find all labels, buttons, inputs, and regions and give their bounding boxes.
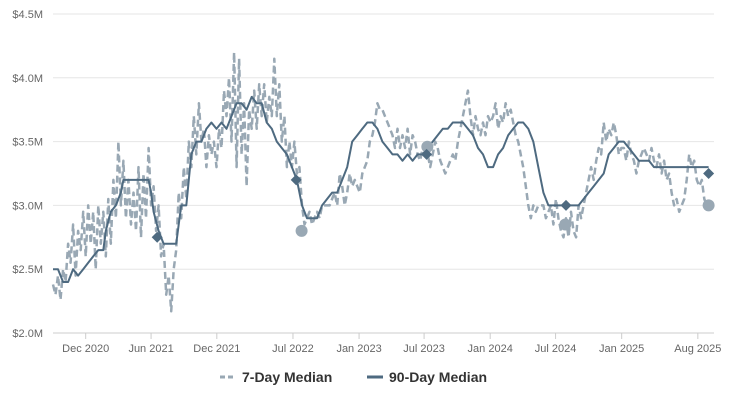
axis-layer: $2.0M $2.5M $3.0M $3.5M $4.0M $4.5M Dec 2020 Ju… — [12, 9, 721, 355]
legend-label: 7-Day Median — [242, 369, 332, 385]
legend-item-7-day-median[interactable]: 7-Day Median — [220, 369, 332, 385]
data-point-90-day-median[interactable] — [290, 174, 302, 186]
data-point-7-day-median[interactable] — [702, 199, 715, 212]
x-tick-label: Dec 2020 — [62, 343, 109, 355]
data-point-90-day-median[interactable] — [560, 199, 572, 211]
legend[interactable]: 7-Day Median 90-Day Median — [220, 369, 487, 385]
x-tick-label: Jun 2021 — [128, 343, 173, 355]
x-tick-label: Jan 2025 — [599, 343, 644, 355]
y-tick-label: $3.5M — [12, 137, 43, 149]
y-tick-label: $2.0M — [12, 328, 43, 340]
series-line-7-day-median[interactable] — [51, 51, 708, 313]
y-tick-label: $4.5M — [12, 9, 43, 21]
x-tick-label: Aug 2025 — [674, 343, 721, 355]
legend-label: 90-Day Median — [389, 369, 487, 385]
data-point-7-day-median[interactable] — [559, 218, 572, 231]
x-tick-label: Jul 2024 — [535, 343, 577, 355]
data-point-90-day-median[interactable] — [421, 148, 433, 160]
series-line-90-day-median[interactable] — [53, 95, 709, 283]
data-point-90-day-median[interactable] — [151, 231, 163, 243]
x-tick-label: Jul 2023 — [403, 343, 445, 355]
data-point-7-day-median[interactable] — [295, 224, 308, 237]
data-point-7-day-median[interactable] — [421, 140, 434, 153]
y-tick-label: $3.0M — [12, 200, 43, 212]
data-point-90-day-median[interactable] — [703, 168, 715, 179]
series-layer — [51, 51, 709, 313]
x-tick-label: Jan 2023 — [336, 343, 381, 355]
x-tick-label: Jan 2024 — [468, 343, 513, 355]
legend-item-90-day-median[interactable]: 90-Day Median — [367, 369, 487, 385]
y-tick-label: $2.5M — [12, 264, 43, 276]
x-tick-label: Dec 2021 — [193, 343, 240, 355]
grid-layer — [53, 13, 714, 334]
x-tick-label: Jul 2022 — [272, 343, 314, 355]
y-tick-label: $4.0M — [12, 73, 43, 85]
marker-layer — [151, 140, 715, 243]
